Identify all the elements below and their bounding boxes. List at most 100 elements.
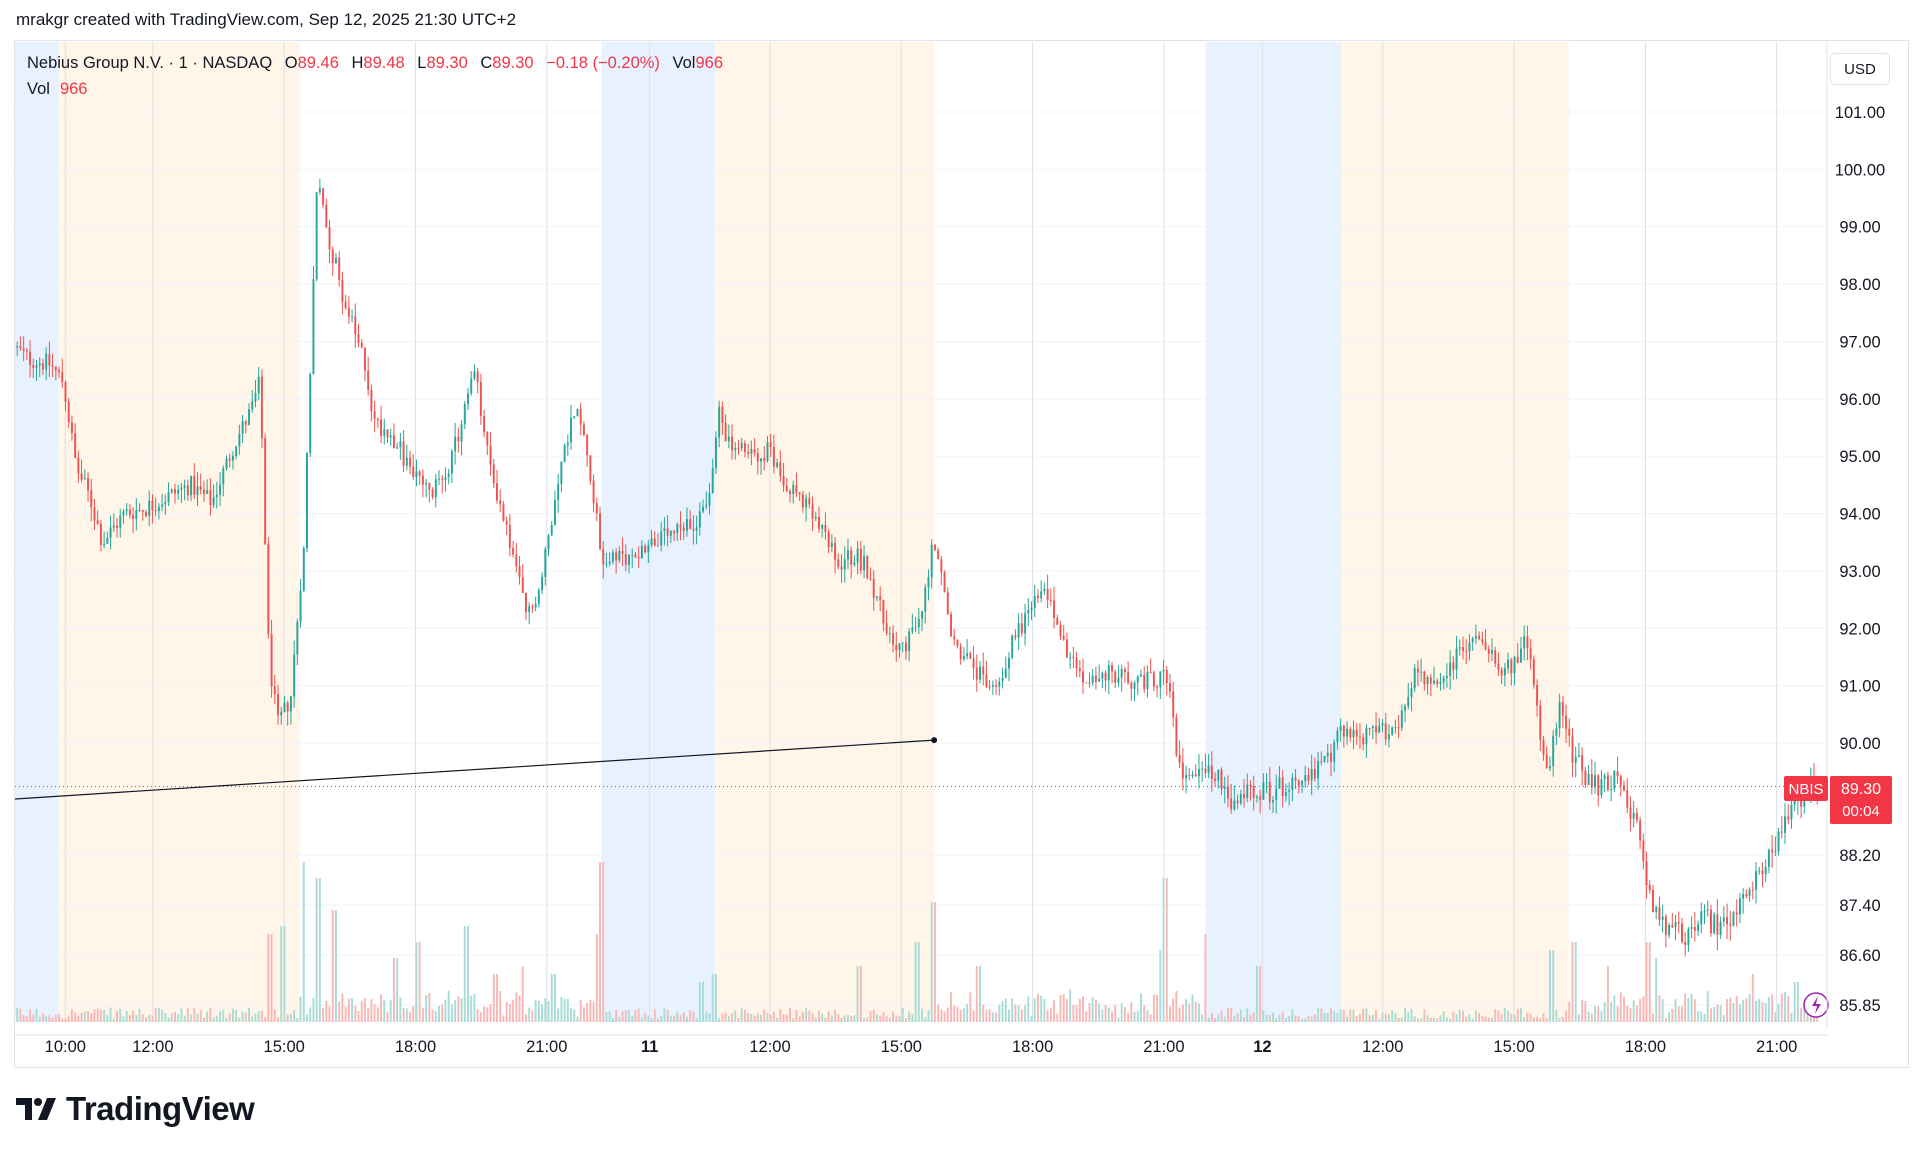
time-tick-label: 18:00 [1625,1038,1666,1056]
candle-body [1555,728,1558,736]
candle-body [1123,668,1126,673]
candle-body [260,376,263,439]
candle-body [463,404,466,425]
candle-body [318,188,321,193]
volume-bar [357,1010,360,1022]
candle-body [541,576,544,591]
volume-bar [425,994,428,1022]
volume-bar [1690,993,1693,1022]
volume-bar [1652,1013,1654,1022]
volume-legend[interactable]: Vol 966 [27,80,87,99]
candle-body [457,436,460,442]
volume-bar [1136,1010,1139,1022]
candle-body [167,492,170,503]
volume-bar [1217,1014,1220,1022]
volume-bar [879,1015,882,1022]
volume-bar [1233,1015,1236,1022]
candle-body [801,494,804,508]
candle-body [383,429,386,436]
time-tick-label: 15:00 [264,1038,305,1056]
volume-bar [376,1007,379,1022]
price-tag-bg [1830,776,1892,824]
volume-bar [1793,982,1796,1022]
candle-body [70,422,73,434]
volume-bar [566,998,569,1022]
volume-bar [727,1016,730,1022]
candle-body [1603,775,1606,780]
candle-body [1265,781,1268,783]
symbol-description[interactable]: Nebius Group N.V. · 1 · NASDAQ [27,54,273,72]
tradingview-logo[interactable]: TradingView [16,1090,255,1128]
candle-body [1442,677,1445,683]
volume-bar [798,1016,801,1022]
volume-bar [190,1014,193,1022]
volume-bar [1346,1016,1349,1022]
candle-body [747,451,750,454]
volume-bar [1297,1016,1300,1022]
volume-bar [1600,1010,1603,1022]
volume-bar [386,1012,389,1022]
candle-body [1404,706,1407,711]
volume-bar [1394,1013,1397,1022]
candle-body [1642,840,1645,862]
candle-body [1790,804,1793,820]
candle-body [460,424,463,442]
volume-bars [16,862,1819,1022]
volume-bar [70,1009,73,1022]
candle-body [199,486,202,490]
volume-bar [692,1011,695,1022]
volume-bar [682,1012,685,1022]
volume-bar [1445,1017,1448,1022]
candle-body [985,674,988,687]
candle-body [917,618,920,628]
volume-bar [1378,1018,1381,1022]
candle-body [705,505,708,507]
candle-body [267,544,270,635]
volume-bar [1181,1004,1184,1022]
volume-bar [1658,995,1661,1022]
candle-body [1101,672,1104,679]
volume-bar [1265,1014,1268,1022]
candle-body [1632,812,1635,819]
candle-body [1140,674,1142,677]
candle-body [1536,684,1539,706]
volume-bar [1771,994,1774,1022]
volume-bar [818,1010,820,1022]
volume-bar [16,1007,19,1022]
candle-body [1098,678,1101,682]
volume-bar [795,1009,798,1022]
candle-body [48,353,51,366]
price-axis[interactable]: 101.00 100.00 99.00 98.00 97.00 96.00 95.00 94.… [1826,42,1885,1028]
candle-body [1703,911,1706,913]
candle-body [93,507,96,521]
candle-body [1664,916,1667,935]
volume-bar [325,1001,328,1022]
candle-body [428,482,431,490]
volume-bar [969,992,972,1022]
candle-body [122,511,125,516]
time-axis[interactable]: 10:00 12:00 15:00 18:00 21:00 11 12:00 15:00 18:… [15,1034,1827,1056]
candle-body [589,455,592,481]
candle-body [441,478,444,480]
candle-body [943,572,946,593]
volume-bar [1011,998,1014,1022]
volume-bar [315,878,318,1022]
candle-body [483,416,486,433]
candle-body [837,559,840,567]
candle-body [151,500,154,511]
candle-body [1375,726,1378,733]
candle-body [1568,728,1571,736]
candle-body [1755,870,1758,890]
volume-bar [235,1010,238,1022]
volume-bar [1075,1005,1078,1022]
candle-body [1342,725,1345,737]
volume-bar [231,1008,234,1022]
currency-button[interactable]: USD [1830,53,1890,85]
volume-bar [1407,1012,1410,1022]
candle-body [489,445,492,465]
candle-body [711,468,714,493]
volume-bar [1597,1006,1600,1022]
volume-bar [1709,1008,1712,1022]
volume-bar [1729,997,1732,1022]
